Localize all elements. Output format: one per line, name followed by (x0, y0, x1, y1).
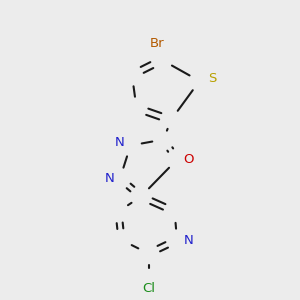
Text: S: S (208, 71, 216, 85)
Text: Cl: Cl (142, 281, 155, 295)
Text: N: N (115, 136, 125, 149)
Text: O: O (183, 153, 194, 166)
Text: N: N (105, 172, 114, 185)
Text: N: N (184, 233, 193, 247)
Text: Br: Br (150, 37, 165, 50)
